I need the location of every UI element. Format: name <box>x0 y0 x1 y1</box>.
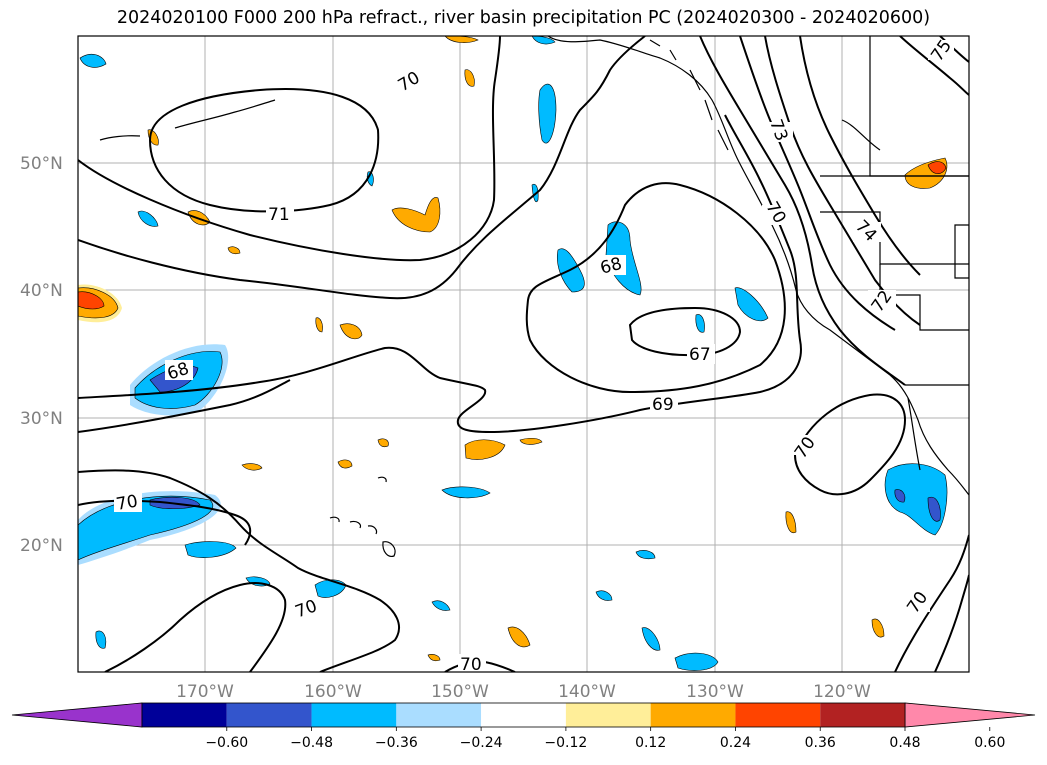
refractivity-contours <box>78 36 969 672</box>
lon-label-170w: 170°W <box>176 682 234 702</box>
colorbar-segment <box>735 703 821 727</box>
lat-label-30n: 30°N <box>20 409 63 429</box>
colorbar-segment <box>142 703 227 727</box>
colorbar-segment <box>565 703 651 727</box>
colorbar-tick-label: 0.24 <box>720 735 751 751</box>
contour-labels: 71 70 68 68 67 69 70 70 70 70 70 73 70 <box>114 36 956 675</box>
contour-label: 70 <box>460 655 482 675</box>
lat-label-20n: 20°N <box>20 536 63 556</box>
contour-label: 70 <box>115 491 140 514</box>
colorbar-tick-label: −0.12 <box>544 735 587 751</box>
map-title: 2024020100 F000 200 hPa refract., river … <box>116 8 931 28</box>
colorbar-segment <box>481 703 566 727</box>
colorbar: −0.60 −0.48 −0.36 −0.24 −0.12 0.12 0.24 0.36 0.4… <box>11 702 1036 751</box>
lon-label-130w: 130°W <box>686 682 744 702</box>
colorbar-segment <box>396 703 482 727</box>
colorbar-segment <box>311 703 397 727</box>
precip-shading <box>78 36 948 671</box>
colorbar-segment <box>226 703 312 727</box>
colorbar-tick-label: 0.60 <box>974 735 1005 751</box>
colorbar-tick-label: 0.12 <box>635 735 666 751</box>
lon-label-160w: 160°W <box>304 682 362 702</box>
colorbar-tick-label: −0.60 <box>205 735 248 751</box>
contour-label: 67 <box>689 345 711 365</box>
lon-label-150w: 150°W <box>431 682 489 702</box>
contour-label: 69 <box>652 395 674 415</box>
colorbar-frame <box>141 702 906 728</box>
colorbar-tick-label: −0.24 <box>460 735 503 751</box>
graticule <box>78 36 969 672</box>
lon-label-120w: 120°W <box>813 682 871 702</box>
colorbar-extend-max <box>904 702 1036 728</box>
coastlines <box>99 36 969 557</box>
map-frame <box>77 35 970 673</box>
colorbar-tick-label: −0.48 <box>290 735 333 751</box>
colorbar-extend-min <box>11 702 143 728</box>
colorbar-segment <box>820 703 905 727</box>
colorbar-tick-label: 0.36 <box>805 735 836 751</box>
lon-label-140w: 140°W <box>558 682 616 702</box>
colorbar-tick-label: −0.36 <box>375 735 418 751</box>
lat-label-40n: 40°N <box>20 281 63 301</box>
colorbar-segment <box>650 703 736 727</box>
colorbar-tick-label: 0.48 <box>889 735 920 751</box>
lat-label-50n: 50°N <box>20 154 63 174</box>
contour-label: 71 <box>268 205 290 225</box>
